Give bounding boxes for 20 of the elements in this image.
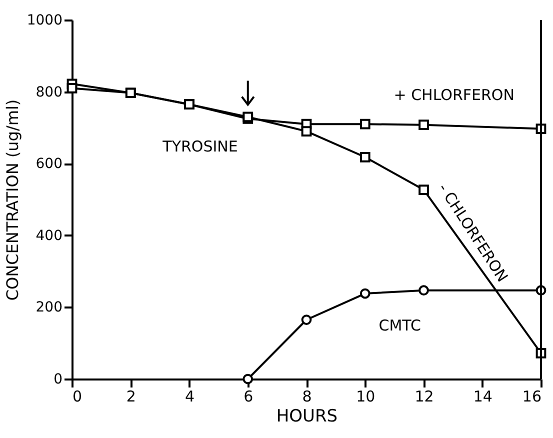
x-tick-label: 4: [184, 388, 195, 406]
y-tick-label: 1000: [26, 12, 62, 28]
x-tick-label: 2: [126, 388, 136, 406]
x-tick-label: 12: [414, 388, 434, 406]
y-tick-label: 400: [36, 228, 62, 244]
y-tick-label: 800: [36, 84, 62, 100]
y-axis-title: CONCENTRATION (ug/ml): [2, 99, 22, 301]
x-tick-label: 14: [473, 388, 492, 406]
series-label: CMTC: [378, 316, 421, 334]
x-tick-label: 16: [522, 388, 542, 406]
y-tick-label: 200: [36, 300, 62, 316]
x-tick-label: 0: [72, 388, 82, 406]
x-tick-label: 10: [356, 388, 376, 406]
series-label: + CHLORFERON: [394, 86, 514, 104]
y-tick-label: 600: [36, 156, 62, 172]
x-axis-title: HOURS: [276, 406, 338, 426]
x-tick-label: 8: [302, 388, 312, 406]
annotation: TYROSINE: [162, 138, 238, 156]
y-tick-label: 0: [54, 372, 62, 388]
x-tick-label: 6: [244, 388, 254, 406]
